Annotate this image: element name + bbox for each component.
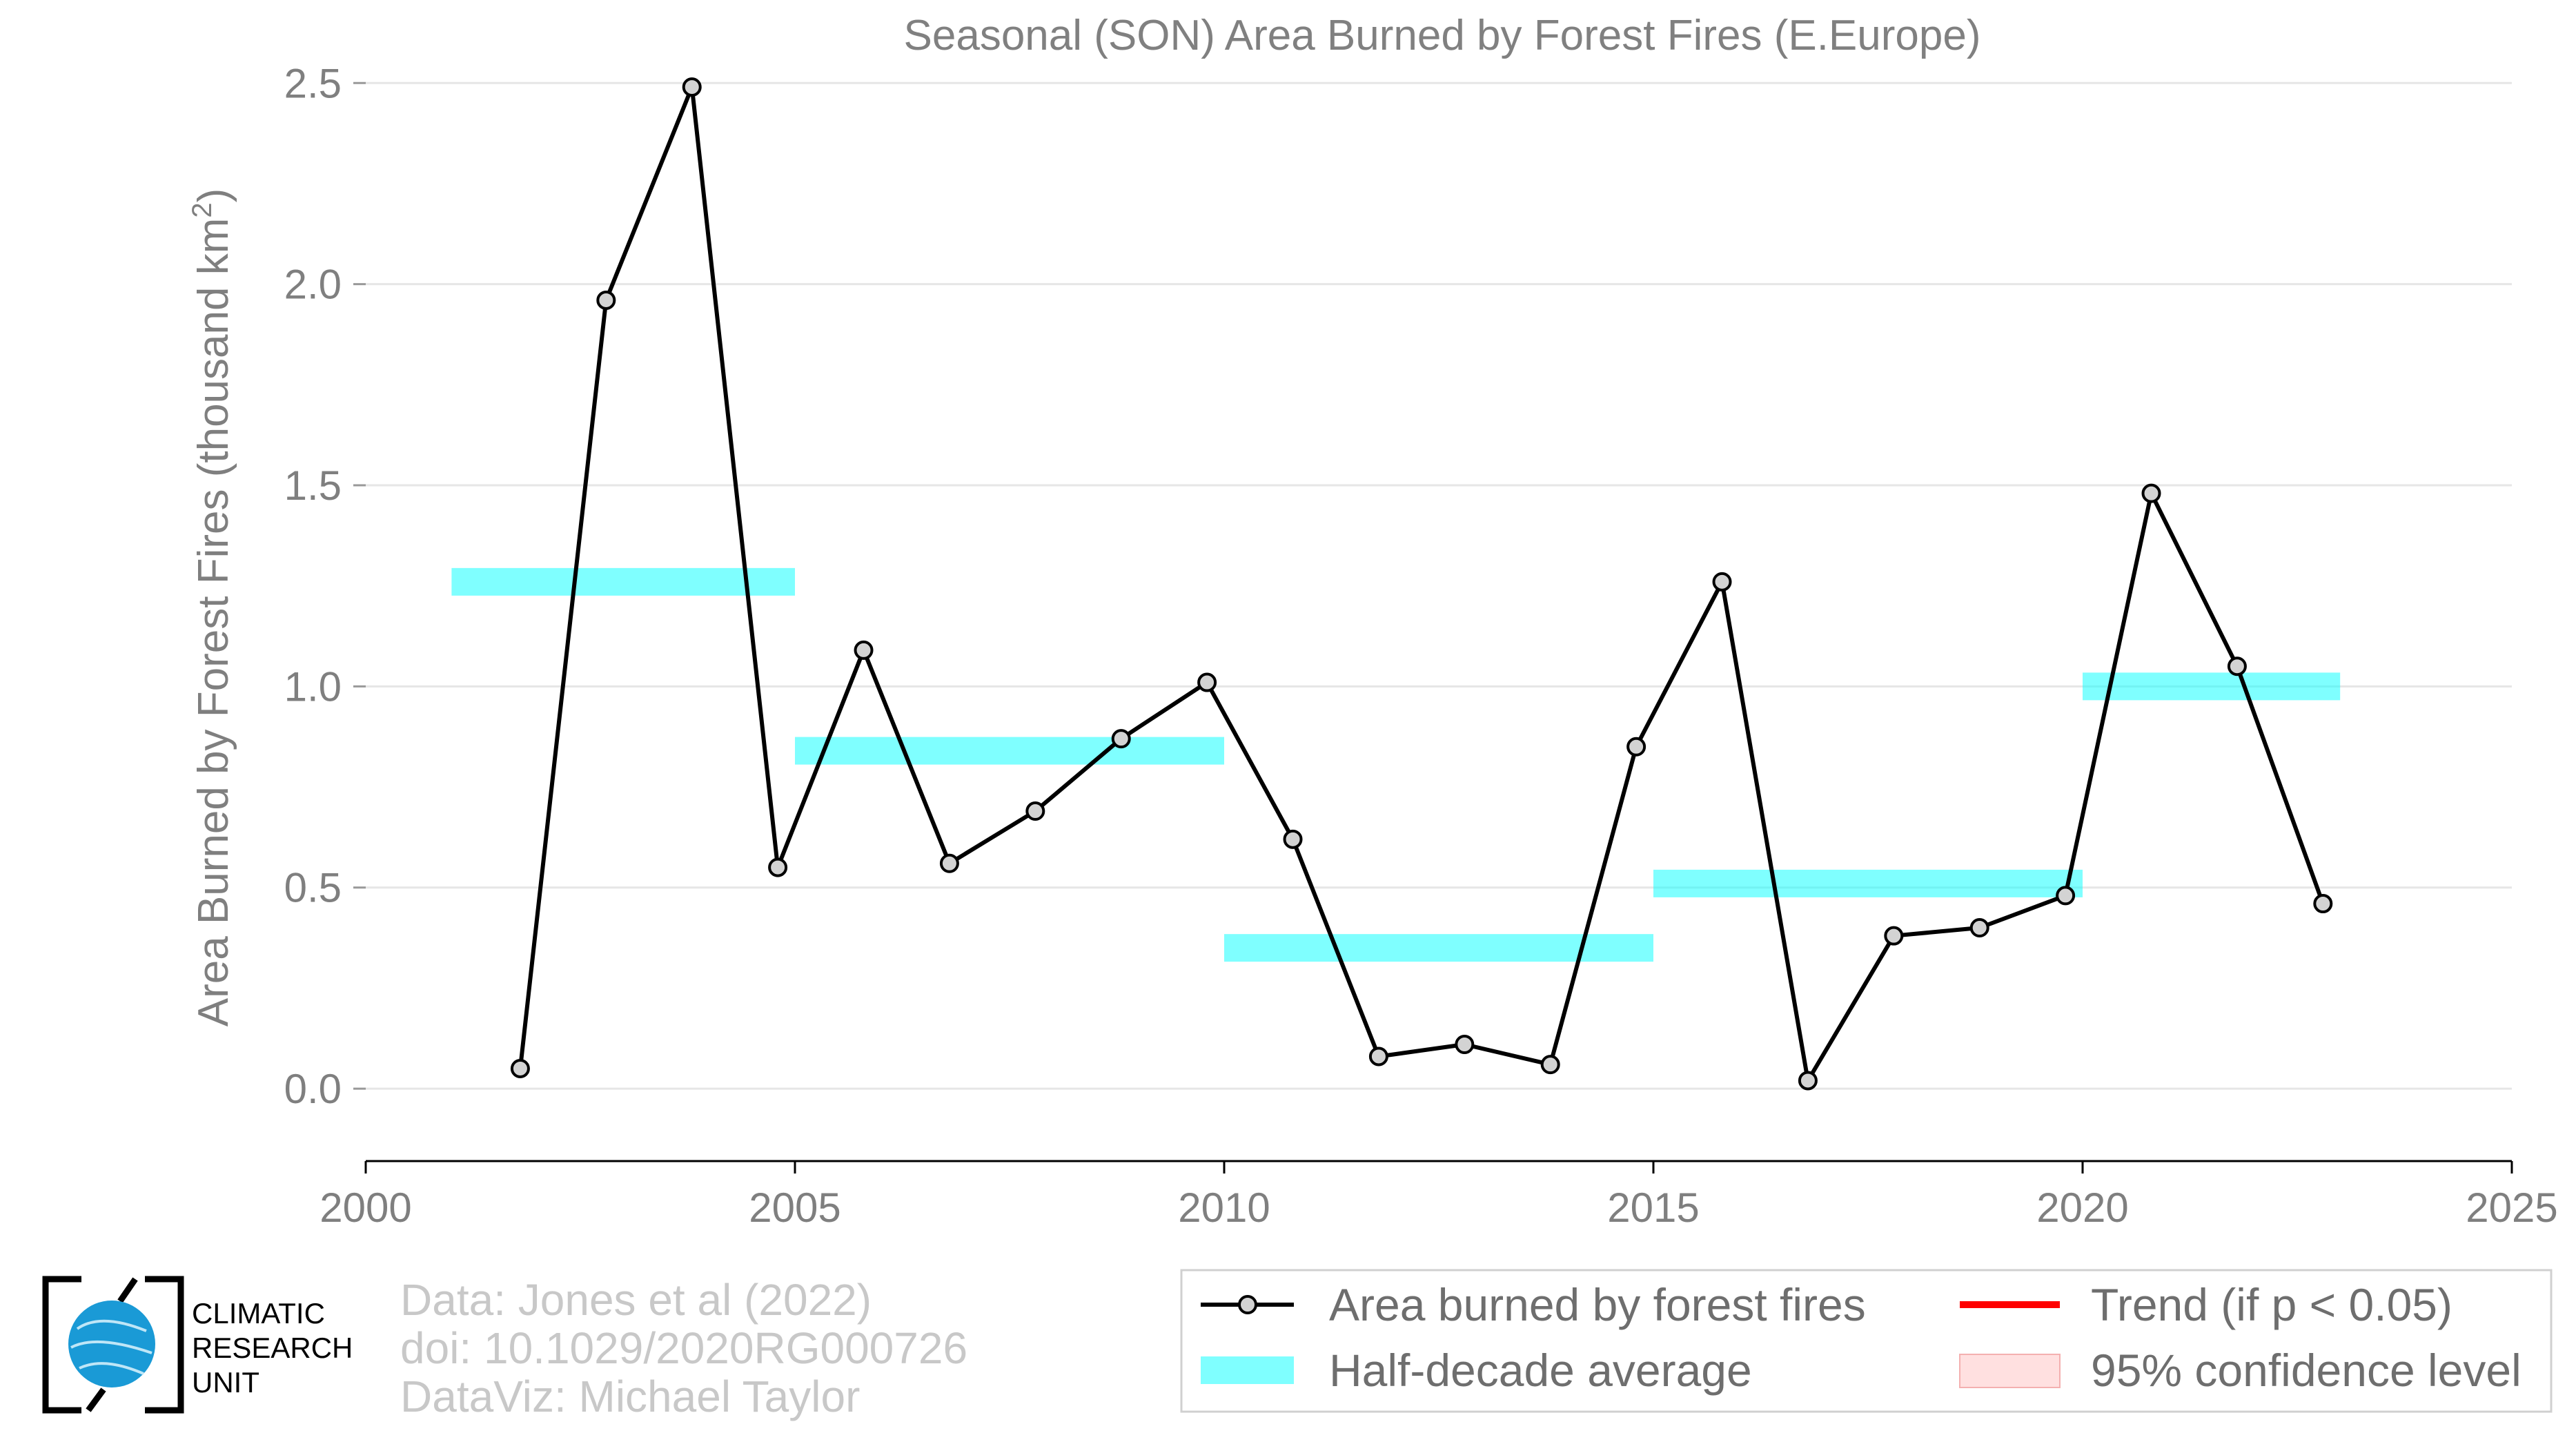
data-point: [768, 857, 788, 877]
data-point: [2056, 886, 2076, 906]
legend: Area burned by forest fires Trend (if p …: [1180, 1269, 2553, 1413]
data-point: [510, 1058, 530, 1078]
x-tick-label: 2000: [319, 1185, 411, 1231]
data-point: [1540, 1055, 1560, 1075]
data-point: [1283, 829, 1303, 849]
legend-frame: [1180, 1269, 2553, 1413]
series-points: [510, 77, 2333, 1091]
legend-label-trend: Trend (if p < 0.05): [2091, 1279, 2452, 1330]
x-tick-label: 2005: [749, 1185, 840, 1231]
half-decade-averages: [451, 567, 2341, 962]
x-tick-label: 2015: [1607, 1185, 1699, 1231]
y-tick-label: 0.5: [284, 865, 342, 911]
legend-swatch-half-decade: [1201, 1356, 1294, 1384]
logo-bracket-right: [145, 1276, 184, 1414]
data-point: [1969, 918, 1989, 938]
data-point: [2227, 656, 2247, 676]
data-point: [1798, 1071, 1818, 1091]
data-point: [596, 290, 616, 310]
legend-label-series: Area burned by forest fires: [1329, 1279, 1866, 1330]
data-point: [1111, 729, 1131, 749]
data-point: [854, 640, 874, 660]
data-point: [1197, 672, 1217, 692]
logo-text-line-2: RESEARCH: [192, 1332, 353, 1364]
x-tick-label: 2020: [2036, 1185, 2128, 1231]
data-point: [2141, 483, 2161, 503]
cru-logo: CLIMATIC RESEARCH UNIT: [42, 1276, 353, 1414]
logo-text-line-1: CLIMATIC: [192, 1297, 325, 1330]
y-tick-labels: 0.0 0.5 1.0 1.5 2.0 2.5: [284, 60, 366, 1112]
data-point: [1025, 801, 1045, 821]
half-decade-band: [2083, 672, 2341, 701]
y-tick-label: 1.0: [284, 663, 342, 710]
credit-dataviz: DataViz: Michael Taylor: [400, 1372, 860, 1421]
data-point: [1712, 572, 1732, 592]
data-point: [1368, 1046, 1388, 1067]
gridlines: [366, 81, 2512, 1090]
logo-bracket-left: [42, 1276, 81, 1414]
y-tick-label: 2.0: [284, 262, 342, 308]
legend-marker-series: [1238, 1295, 1257, 1314]
data-point: [2313, 894, 2333, 914]
chart-title: Seasonal (SON) Area Burned by Forest Fir…: [904, 12, 1981, 59]
legend-label-confidence: 95% confidence level: [2091, 1345, 2521, 1396]
legend-swatch-confidence: [1959, 1354, 2061, 1388]
x-tick-label: 2010: [1178, 1185, 1270, 1231]
data-point: [682, 77, 702, 97]
data-point: [1455, 1035, 1475, 1055]
x-axis-ticks: 2000 2005 2010 2015 2020 2025: [319, 1161, 2558, 1231]
credit-doi: doi: 10.1029/2020RG000726: [400, 1323, 967, 1373]
data-point: [1884, 926, 1904, 946]
y-tick-label: 0.0: [284, 1066, 342, 1112]
globe-swirl-1: [76, 1319, 147, 1332]
credits: Data: Jones et al (2022) doi: 10.1029/20…: [400, 1275, 967, 1421]
data-point: [1626, 737, 1646, 757]
logo-text-line-3: UNIT: [192, 1366, 259, 1399]
globe-swirl-2: [70, 1340, 153, 1354]
half-decade-band: [1653, 869, 2083, 897]
y-tick-label: 1.5: [284, 462, 342, 509]
credit-data-source: Data: Jones et al (2022): [400, 1275, 872, 1325]
legend-label-half-decade: Half-decade average: [1329, 1345, 1752, 1396]
half-decade-band: [451, 567, 795, 596]
data-point: [939, 853, 959, 873]
x-tick-label: 2025: [2466, 1185, 2557, 1231]
logo-slash-top: [117, 1277, 138, 1303]
half-decade-band: [795, 737, 1224, 765]
globe-swirl-3: [79, 1362, 144, 1375]
logo-slash-bottom: [86, 1387, 106, 1412]
series-line-area-burned: [518, 85, 2326, 1083]
half-decade-band: [1224, 934, 1653, 962]
y-axis-label: Area Burned by Forest Fires (thousand km…: [187, 188, 237, 1027]
y-tick-label: 2.5: [284, 60, 342, 106]
